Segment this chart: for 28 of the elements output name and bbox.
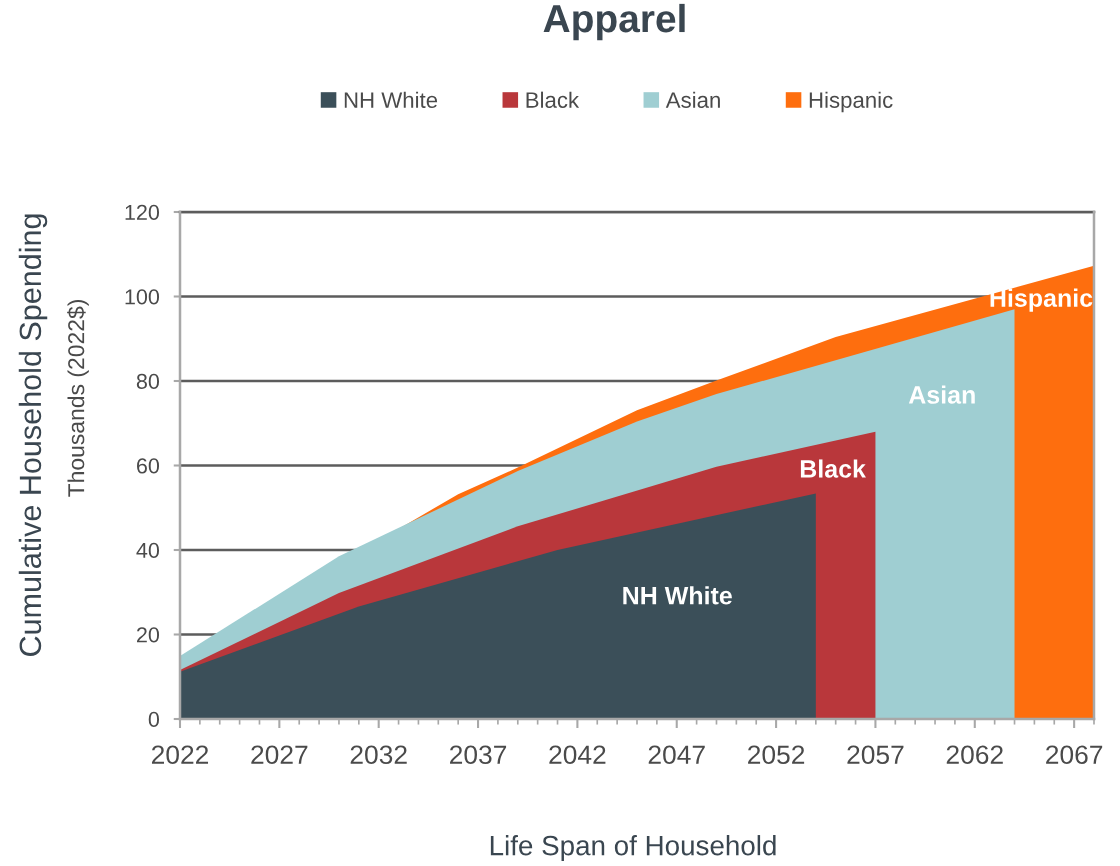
x-tick-label: 2047 xyxy=(648,745,705,765)
y-tick-label: 40 xyxy=(136,542,160,559)
x-tick-label: 2027 xyxy=(251,745,308,765)
legend-label: Black xyxy=(526,91,580,108)
annotation: Asian xyxy=(908,385,975,404)
y-tick-label: 100 xyxy=(125,289,160,305)
x-tick-label: 2022 xyxy=(151,745,209,765)
legend-label: NH White xyxy=(344,91,438,108)
annotation: Black xyxy=(800,459,866,478)
annotation: Hispanic xyxy=(990,288,1093,312)
y-axis-title: Cumulative Household Spending Thousands (2022$) xyxy=(18,214,89,656)
x-tick-label: 2067 xyxy=(1046,745,1103,765)
chart-title: Apparel xyxy=(543,3,685,41)
y-tick-label: 0 xyxy=(148,711,160,728)
x-axis-title: Life Span of Household xyxy=(490,835,776,861)
y-tick-label: 60 xyxy=(137,458,160,474)
legend-label: Asian xyxy=(665,91,720,108)
x-tick-label: 2057 xyxy=(847,745,904,765)
y-tick-label: 120 xyxy=(125,204,160,221)
x-tick-label: 2052 xyxy=(748,745,805,765)
y-tick-label: 80 xyxy=(136,373,160,390)
x-tick-label: 2037 xyxy=(450,745,507,765)
x-tick-label: 2042 xyxy=(549,745,606,765)
y-tick-label: 20 xyxy=(137,627,160,643)
legend-label: Hispanic xyxy=(809,91,893,113)
x-tick-label: 2032 xyxy=(350,745,407,765)
x-tick-label: 2062 xyxy=(946,745,1003,765)
annotation: NH White xyxy=(623,586,732,605)
